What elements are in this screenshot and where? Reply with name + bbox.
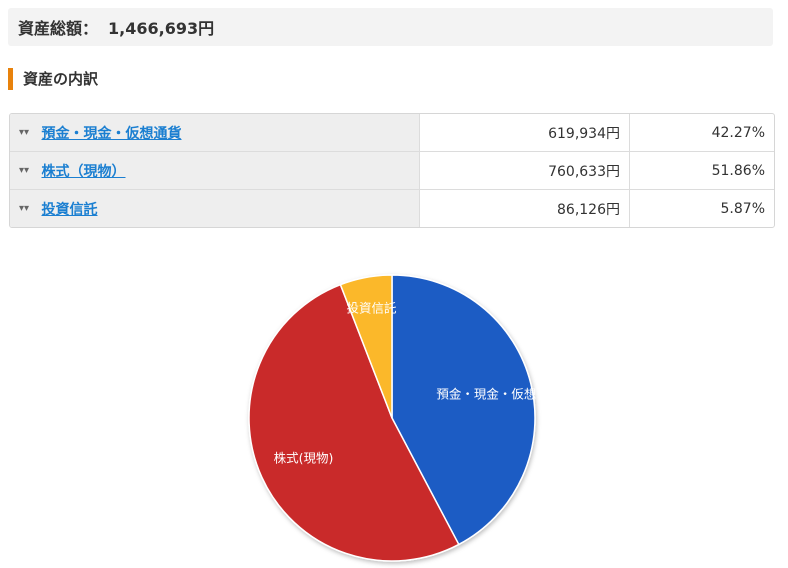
asset-breakdown-table: ▾▾ 預金・現金・仮想通貨 619,934円 42.27% ▾▾ 株式（現物） … [9,113,775,228]
pie-label-funds: 投資信託 [347,300,398,315]
pie-slice-stocks[interactable] [248,283,460,562]
percent-cell: 42.27% [629,114,774,152]
category-link-deposits[interactable]: 預金・現金・仮想通貨 [41,125,182,142]
amount-cell: 86,126円 [419,189,630,227]
total-assets-value: 1,466,693円 [108,19,215,38]
pie-label-deposits: 預金・現金・仮想 [436,387,536,402]
pie-label-stocks: 株式(現物) [274,450,334,465]
table-row: ▾▾ 預金・現金・仮想通貨 619,934円 42.27% [10,114,774,152]
category-cell: ▾▾ 株式（現物） [10,151,420,190]
chevron-double-down-icon[interactable]: ▾▾ [19,127,30,138]
chevron-double-down-icon[interactable]: ▾▾ [19,165,30,176]
table-row: ▾▾ 投資信託 86,126円 5.87% [10,189,774,227]
category-link-stocks[interactable]: 株式（現物） [41,163,126,180]
category-cell: ▾▾ 投資信託 [10,189,420,227]
chevron-double-down-icon[interactable]: ▾▾ [19,203,30,214]
total-assets-label: 資産総額： [18,19,99,38]
total-assets-bar: 資産総額： 1,466,693円 [8,8,773,46]
asset-pie-chart: 預金・現金・仮想株式(現物) 投資信託 [0,240,788,568]
category-cell: ▾▾ 預金・現金・仮想通貨 [10,114,420,152]
pie-slice-deposits[interactable] [391,274,536,546]
amount-cell: 760,633円 [419,151,630,190]
table-row: ▾▾ 株式（現物） 760,633円 51.86% [10,151,774,190]
percent-cell: 5.87% [720,200,765,217]
category-link-funds[interactable]: 投資信託 [41,201,98,218]
amount-cell: 619,934円 [419,114,630,152]
section-title: 資産の内訳 [8,68,98,90]
pie-slice-funds[interactable] [339,274,393,419]
percent-cell: 51.86% [629,151,774,190]
